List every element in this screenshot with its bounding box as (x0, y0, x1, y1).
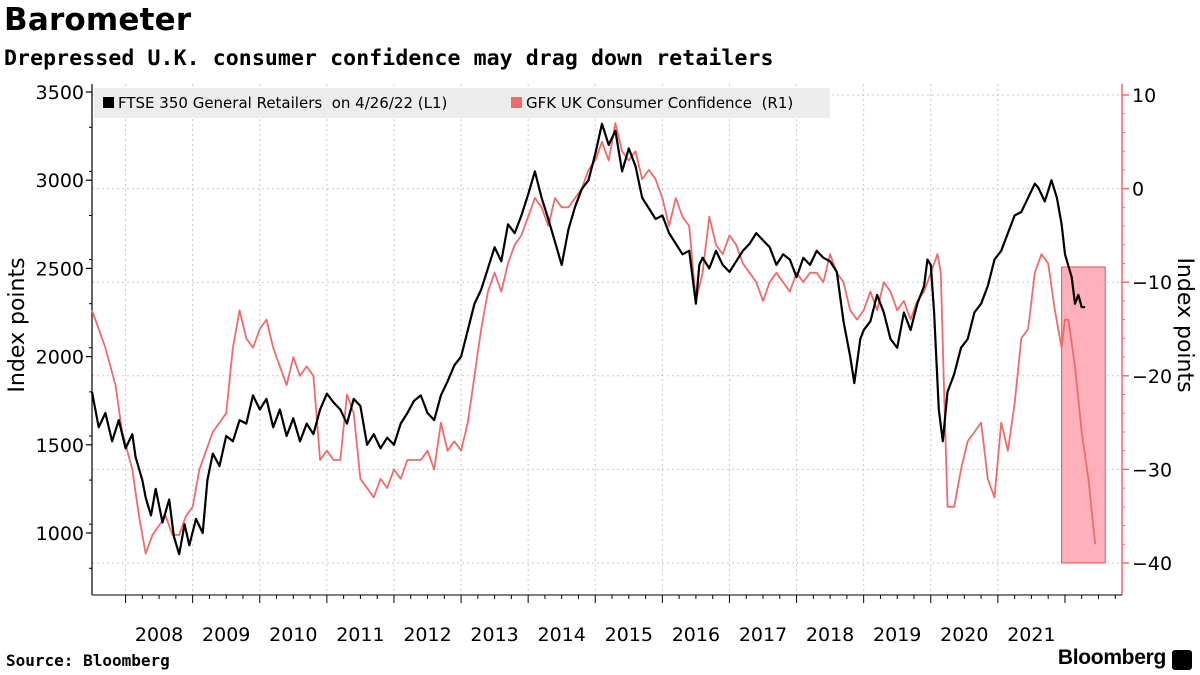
source-note: Source: Bloomberg (6, 651, 170, 670)
right-tick-label: 10 (1132, 85, 1156, 107)
right-tick-label: 0 (1132, 179, 1144, 201)
x-tick-label: 2020 (940, 624, 988, 646)
x-tick-label: 2013 (470, 624, 518, 646)
series-line-ftse (90, 122, 1086, 556)
x-tick-label: 2012 (403, 624, 451, 646)
right-tick-label: −40 (1132, 553, 1172, 575)
x-tick-label: 2009 (202, 624, 250, 646)
left-tick-label: 1500 (36, 435, 84, 457)
left-tick-label: 2000 (36, 347, 84, 369)
left-tick-label: 3500 (36, 82, 84, 104)
legend: FTSE 350 General Retailers on 4/26/22 (L… (94, 88, 830, 118)
highlight-region (1061, 266, 1106, 564)
legend-label-gfk: GFK UK Consumer Confidence (R1) (526, 94, 793, 112)
right-tick-label: −20 (1132, 366, 1172, 388)
bloomberg-chart-icon (1172, 650, 1192, 670)
series-lines (90, 122, 1097, 556)
axes: 2008 2009 2010 2011 2012 2013 2014 2015 2016 2017… (36, 82, 1172, 646)
legend-swatch-gfk (511, 97, 522, 108)
x-tick-label: 2011 (336, 624, 384, 646)
x-tick-label: 2018 (806, 624, 854, 646)
right-axis-label: Index points (1172, 257, 1197, 392)
x-tick-label: 2010 (269, 624, 317, 646)
x-tick-label: 2016 (672, 624, 720, 646)
chart-title: Barometer (4, 2, 192, 38)
left-tick-label: 1000 (36, 523, 84, 545)
left-tick-label: 2500 (36, 258, 84, 280)
x-tick-label: 2015 (605, 624, 653, 646)
left-tick-label: 3000 (36, 170, 84, 192)
x-tick-label: 2019 (873, 624, 921, 646)
x-tick-label: 2014 (538, 624, 586, 646)
legend-swatch-ftse (103, 97, 114, 108)
right-tick-label: −30 (1132, 459, 1172, 481)
series-line-gfk (91, 122, 1097, 555)
right-tick-label: −10 (1132, 272, 1172, 294)
legend-label-ftse: FTSE 350 General Retailers on 4/26/22 (L… (118, 94, 447, 112)
brand-logo: Bloomberg (1057, 646, 1166, 669)
left-axis-label: Index points (5, 257, 30, 392)
chart-subtitle: Drepressed U.K. consumer confidence may … (4, 46, 774, 71)
x-tick-label: 2008 (135, 624, 183, 646)
legend-background (94, 88, 830, 118)
x-tick-label: 2017 (739, 624, 787, 646)
x-tick-label: 2021 (1007, 624, 1055, 646)
